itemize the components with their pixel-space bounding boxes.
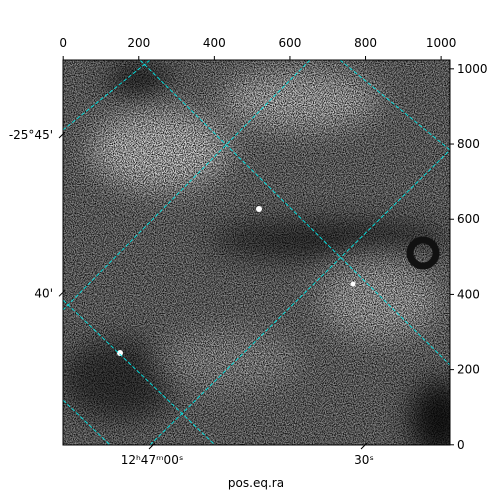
x-axis-label: pos.eq.ra <box>228 476 284 490</box>
y-tick-label: 600 <box>457 212 480 226</box>
x-tick-label: 200 <box>127 36 150 50</box>
x-tick-label: 400 <box>203 36 226 50</box>
dec-tick <box>58 131 66 139</box>
frame <box>62 59 451 446</box>
y-tick-label: 400 <box>457 287 480 301</box>
coordinate-grid <box>63 60 450 445</box>
dec-tick-label: 40' <box>34 286 53 300</box>
ra-tick <box>360 442 368 450</box>
x-tick-label: 0 <box>59 36 67 50</box>
x-tick-label: 1000 <box>426 36 457 50</box>
y-tick-label: 0 <box>457 438 465 452</box>
y-tick-label: 200 <box>457 363 480 377</box>
y-tick-label: 1000 <box>457 62 488 76</box>
ra-tick <box>148 442 156 450</box>
x-tick-label: 600 <box>278 36 301 50</box>
sky-image <box>63 60 450 445</box>
ra-tick-label: 12ʰ47ᵐ00ˢ <box>121 453 184 467</box>
dec-tick-label: -25°45' <box>9 128 53 142</box>
x-tick-label: 800 <box>354 36 377 50</box>
ra-tick-label: 30ˢ <box>354 453 374 467</box>
dec-tick <box>58 289 66 297</box>
y-tick-label: 800 <box>457 137 480 151</box>
